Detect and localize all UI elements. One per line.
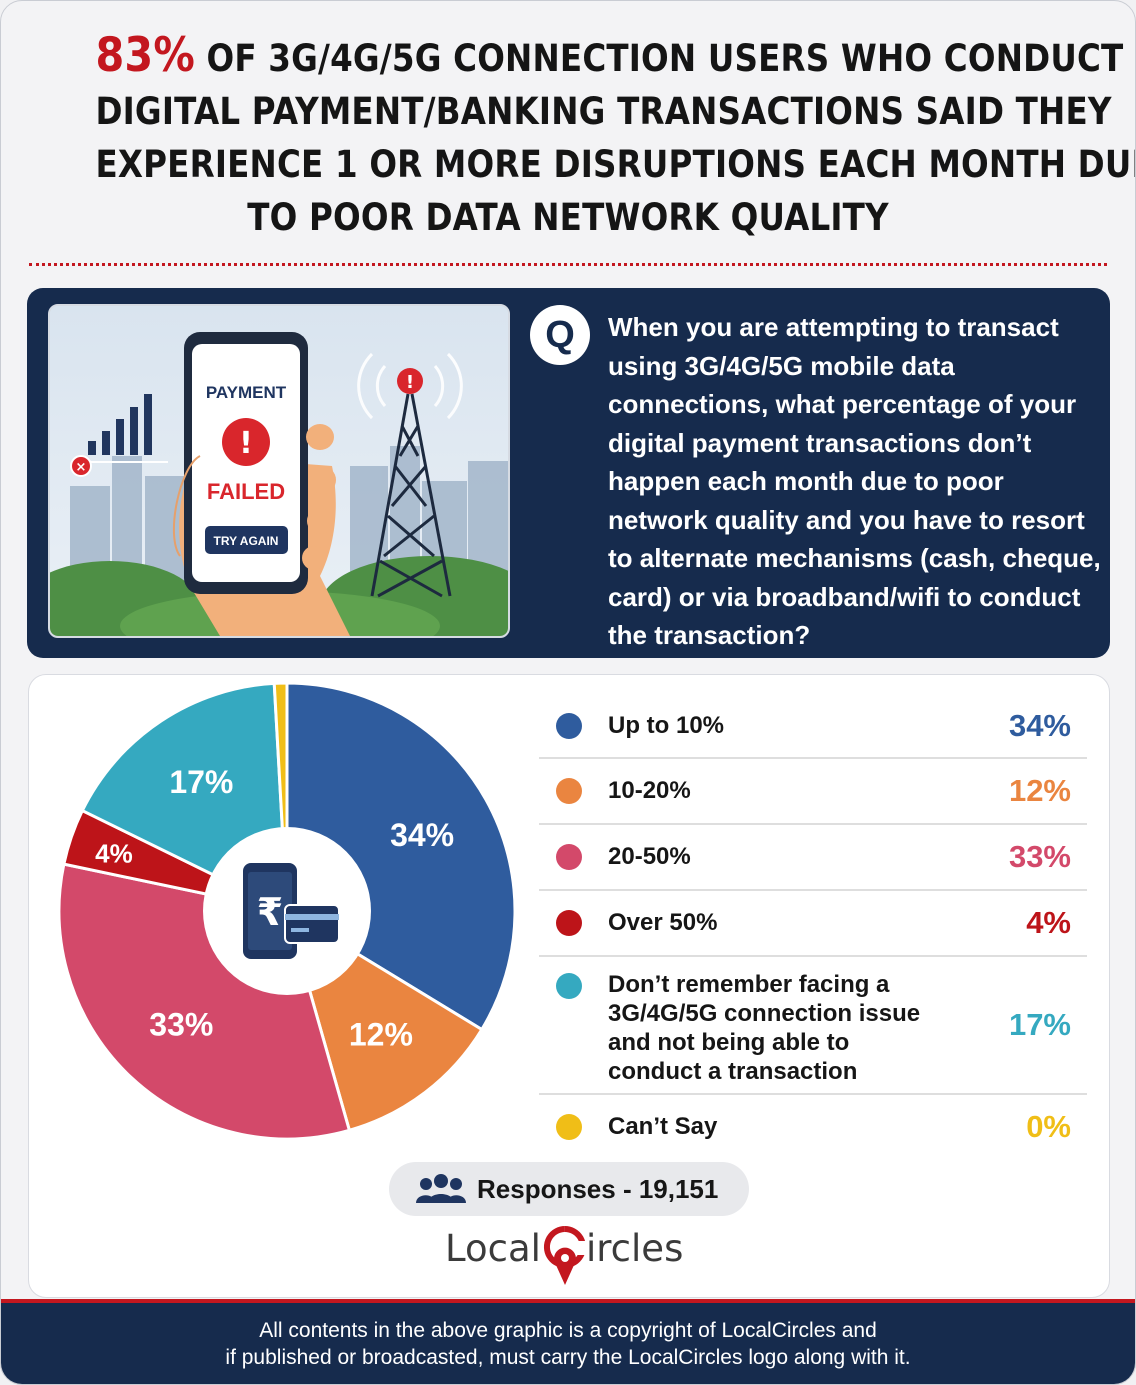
pie-label-10-20: 12%	[349, 1016, 413, 1052]
legend-row-20-50: 20-50% 33%	[539, 825, 1087, 891]
pie-label-dont-remember: 17%	[169, 764, 233, 800]
chart-card: 34% 12% 33% 4% 17% ₹ Up to 10% 34% 10-20% 12% 20…	[28, 674, 1110, 1298]
phone-button: TRY AGAIN	[214, 534, 279, 548]
localcircles-logo: Local ircles	[445, 1226, 705, 1297]
people-icon	[416, 1174, 466, 1203]
legend-value-dont-remember: 17%	[1008, 1007, 1071, 1042]
logo-text-ircles: ircles	[586, 1227, 684, 1270]
question-panel: × ! PAYMENT ! FA	[27, 288, 1110, 658]
legend-label-20-50: 20-50%	[608, 843, 691, 870]
legend-row-dont-remember: Don’t remember facing a 3G/4G/5G connect…	[539, 957, 1087, 1095]
legend-label-10-20: 10-20%	[608, 777, 691, 804]
phone-status: FAILED	[207, 479, 285, 504]
svg-text:!: !	[406, 372, 414, 393]
pie-label-over-50: 4%	[95, 838, 133, 868]
headline-line1: OF 3G/4G/5G CONNECTION USERS WHO CONDUCT	[194, 37, 1124, 80]
svg-text:₹: ₹	[257, 890, 283, 934]
legend-swatch-cant-say	[556, 1114, 582, 1140]
responses-label: Responses - 19,151	[477, 1174, 719, 1204]
legend-value-cant-say: 0%	[1026, 1109, 1071, 1144]
footer-line1: All contents in the above graphic is a c…	[259, 1319, 877, 1342]
headline: 83% OF 3G/4G/5G CONNECTION USERS WHO CON…	[95, 28, 1136, 244]
svg-text:!: !	[239, 426, 253, 461]
legend-swatch-over-50	[556, 910, 582, 936]
headline-line3: EXPERIENCE 1 OR MORE DISRUPTIONS EACH MO…	[95, 143, 1136, 186]
legend-swatch-up-to-10	[556, 713, 582, 739]
legend-label-dont-remember: Don’t remember facing a 3G/4G/5G connect…	[608, 971, 921, 1085]
pie-label-20-50: 33%	[149, 1006, 213, 1042]
dotted-divider	[29, 263, 1107, 266]
legend-row-over-50: Over 50% 4%	[539, 891, 1087, 957]
question-text: When you are attempting to transact usin…	[608, 312, 1101, 650]
footer-line2: if published or broadcasted, must carry …	[225, 1346, 911, 1369]
rupee-phone-card-icon: ₹	[243, 863, 340, 959]
chart-legend: Up to 10% 34% 10-20% 12% 20-50% 33% Over 50% 4%…	[539, 695, 1087, 1159]
pie-label-up-to-10: 34%	[390, 817, 454, 853]
legend-value-20-50: 33%	[1008, 839, 1071, 874]
legend-value-over-50: 4%	[1026, 905, 1071, 940]
responses-pill: Responses - 19,151	[389, 1162, 749, 1216]
copyright-footer: All contents in the above graphic is a c…	[1, 1303, 1135, 1384]
headline-line4: TO POOR DATA NETWORK QUALITY	[247, 196, 889, 239]
pie-chart: 34% 12% 33% 4% 17% ₹	[57, 681, 517, 1141]
legend-label-over-50: Over 50%	[608, 909, 718, 936]
legend-row-up-to-10: Up to 10% 34%	[539, 695, 1087, 759]
phone-title: PAYMENT	[206, 383, 287, 402]
svg-text:×: ×	[76, 460, 87, 475]
location-pin-c-icon	[543, 1226, 587, 1285]
legend-value-10-20: 12%	[1008, 773, 1071, 808]
legend-row-10-20: 10-20% 12%	[539, 759, 1087, 825]
headline-line2: DIGITAL PAYMENT/BANKING TRANSACTIONS SAI…	[95, 90, 1112, 133]
legend-row-cant-say: Can’t Say 0%	[539, 1095, 1087, 1159]
logo-text-local: Local	[445, 1227, 541, 1270]
footer-accent-line	[1, 1299, 1135, 1303]
legend-swatch-10-20	[556, 778, 582, 804]
legend-label-up-to-10: Up to 10%	[608, 712, 725, 739]
question-badge: Q	[530, 305, 590, 365]
legend-value-up-to-10: 34%	[1008, 708, 1071, 743]
legend-label-cant-say: Can’t Say	[608, 1113, 718, 1140]
legend-swatch-dont-remember	[556, 973, 582, 999]
headline-highlight: 83%	[95, 28, 195, 83]
legend-swatch-20-50	[556, 844, 582, 870]
payment-failed-illustration: × ! PAYMENT ! FA	[48, 304, 510, 638]
